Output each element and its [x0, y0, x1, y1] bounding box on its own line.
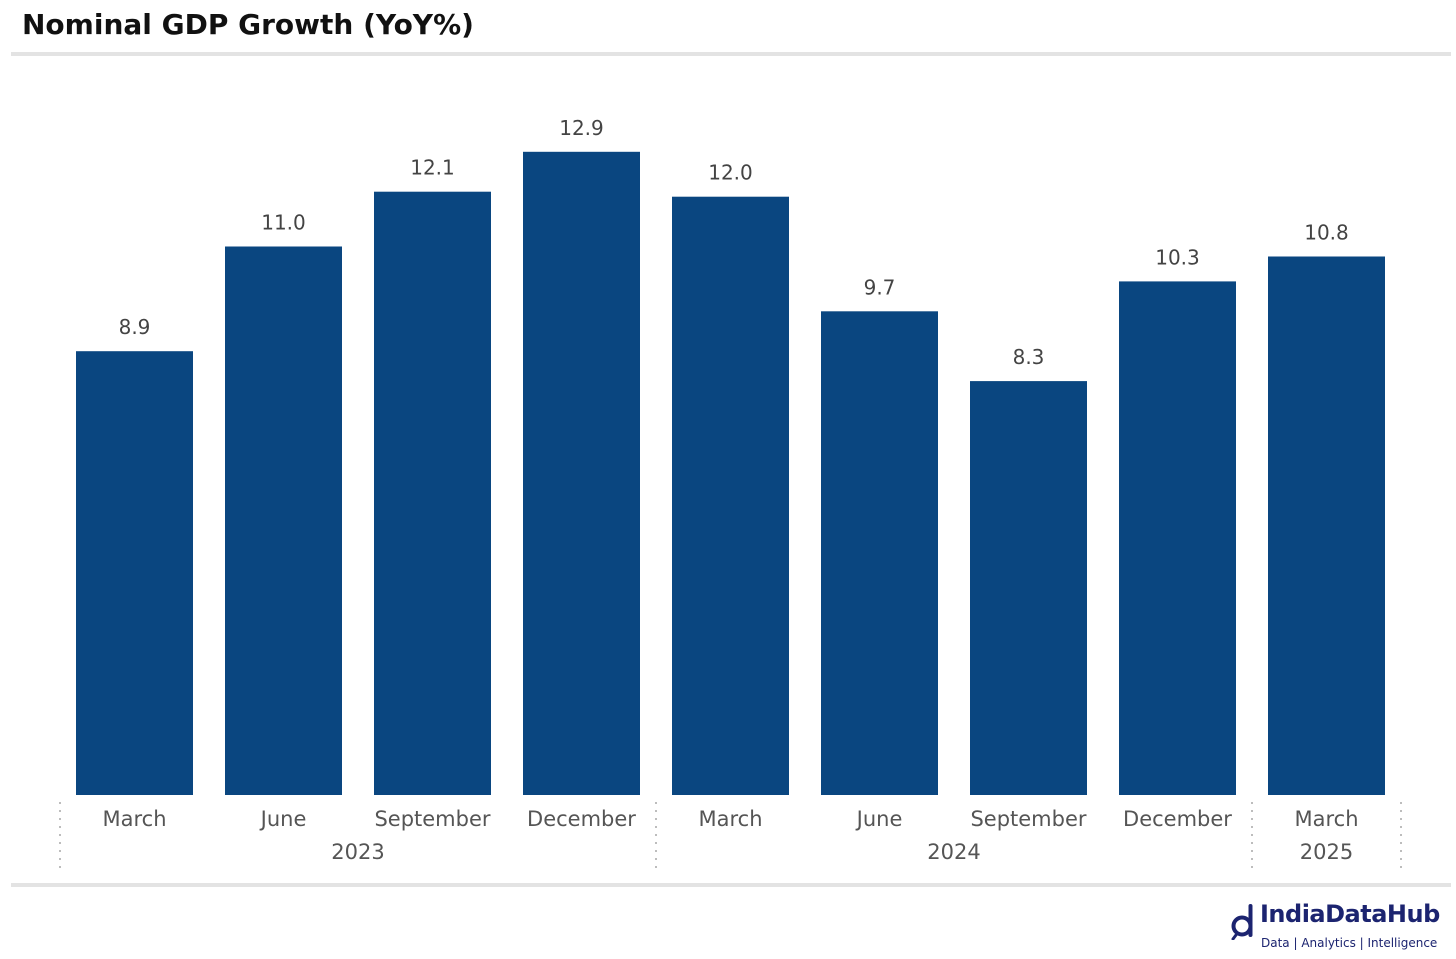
- bottom-divider: [11, 883, 1451, 887]
- x-tick-label: March: [1294, 807, 1358, 831]
- data-label: 10.3: [1155, 245, 1200, 269]
- data-label: 12.0: [708, 161, 753, 185]
- x-tick-label: June: [259, 807, 307, 831]
- bar: [672, 196, 789, 795]
- x-group-label: 2025: [1300, 840, 1353, 864]
- logo-wordmark: IndiaDataHub: [1260, 900, 1440, 928]
- bar: [374, 191, 491, 795]
- bar: [1119, 281, 1236, 795]
- data-label: 10.8: [1304, 221, 1349, 245]
- data-label: 11.0: [261, 211, 306, 235]
- india-data-hub-logo: IndiaDataHub Data | Analytics | Intellig…: [1228, 900, 1448, 956]
- top-divider: [11, 52, 1451, 56]
- x-group-label: 2024: [927, 840, 980, 864]
- india-data-hub-logo-icon: [1231, 904, 1253, 940]
- data-label: 8.3: [1013, 345, 1045, 369]
- x-tick-label: September: [970, 807, 1086, 831]
- x-group-label: 2023: [331, 840, 384, 864]
- data-label: 12.1: [410, 156, 455, 180]
- bar: [225, 246, 342, 795]
- bar: [76, 351, 193, 795]
- x-tick-label: September: [374, 807, 490, 831]
- bar: [1268, 256, 1385, 795]
- x-tick-label: June: [855, 807, 903, 831]
- data-label: 9.7: [864, 275, 896, 299]
- bar: [821, 311, 938, 795]
- data-label: 8.9: [119, 315, 151, 339]
- x-tick-label: March: [698, 807, 762, 831]
- bar: [970, 381, 1087, 795]
- x-tick-label: December: [527, 807, 636, 831]
- logo-tagline: Data | Analytics | Intelligence: [1261, 936, 1438, 950]
- chart-title: Nominal GDP Growth (YoY%): [22, 8, 474, 41]
- data-label: 12.9: [559, 116, 604, 140]
- bar: [523, 151, 640, 796]
- x-tick-label: March: [102, 807, 166, 831]
- x-tick-label: December: [1123, 807, 1232, 831]
